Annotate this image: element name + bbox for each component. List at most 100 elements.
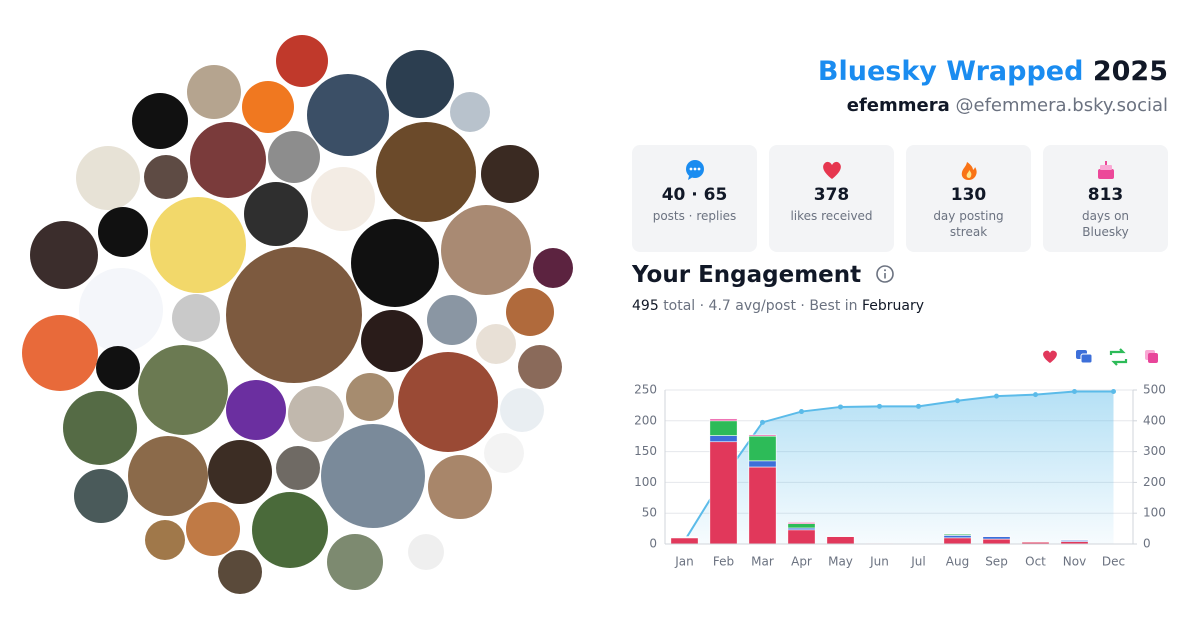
icon [961, 162, 977, 180]
stat-label: likes received [790, 209, 873, 223]
y2-tick-label: 200 [1143, 475, 1166, 489]
y-tick-label: 100 [634, 475, 657, 489]
best-month: February [862, 298, 925, 314]
x-tick-label: Jan [674, 555, 694, 569]
stat-value: 40 · 65 [661, 185, 728, 205]
bar-segment [709, 435, 738, 443]
avatar [361, 310, 423, 372]
y-tick-label: 50 [642, 506, 657, 520]
avatar [276, 446, 320, 490]
avatar [218, 550, 262, 594]
stat-label: days on Bluesky [1081, 209, 1130, 239]
y2-tick-label: 500 [1143, 383, 1166, 397]
avatar [132, 93, 188, 149]
icon [1097, 161, 1114, 179]
avatar [450, 92, 490, 132]
x-tick-label: Jun [869, 555, 889, 569]
legend [1043, 348, 1158, 366]
legend-reposts[interactable] [1109, 348, 1128, 366]
chart: 0 50 100 150 200 250 0 100 200 300 400 500 Jan Feb Mar… [634, 348, 1166, 569]
stat-value: 813 [1087, 185, 1124, 205]
y2-tick-label: 300 [1143, 444, 1166, 458]
line-point [916, 403, 921, 409]
line-point [877, 403, 882, 409]
y-tick-label: 150 [634, 444, 657, 458]
avatar [22, 315, 98, 391]
x-tick-label: May [828, 555, 853, 569]
avatar [276, 35, 328, 87]
bar-segment [982, 538, 1011, 545]
stat-card: 378 likes received [769, 145, 894, 252]
stat-value: 130 [950, 185, 987, 205]
x-tick-label: Sep [985, 555, 1008, 569]
handle: @efemmera.bsky.social [955, 95, 1169, 116]
avatar [76, 146, 140, 210]
line-point [1111, 389, 1116, 395]
avatar [484, 433, 524, 473]
info-icon[interactable] [875, 264, 895, 284]
legend-quotes[interactable] [1145, 350, 1158, 363]
details: total · 4.7 avg/post · Best in [663, 298, 858, 314]
legend-likes[interactable] [1043, 350, 1057, 363]
avatar [186, 502, 240, 556]
y2-tick-label: 0 [1143, 537, 1151, 551]
avatar [533, 248, 573, 288]
bar-segment [709, 420, 738, 436]
stat-card: 130 day posting streak [906, 145, 1031, 252]
title-text: Bluesky Wrapped [817, 56, 1084, 87]
y-tick-label: 250 [634, 383, 657, 397]
cumulative-area [684, 391, 1114, 544]
avatar [98, 207, 148, 257]
x-tick-label: Mar [751, 555, 774, 569]
bar-segment [982, 535, 1011, 537]
bar-segment [670, 536, 699, 538]
icon [685, 160, 704, 180]
y-tick-label: 0 [649, 537, 657, 551]
avatar [506, 288, 554, 336]
avatar [386, 50, 454, 118]
avatar [208, 440, 272, 504]
line-point [760, 419, 765, 425]
avatar [376, 122, 476, 222]
bar-segment [826, 535, 855, 537]
avatar [187, 65, 241, 119]
bar-segment [943, 533, 972, 535]
line-point [799, 409, 804, 415]
avatar [128, 436, 208, 516]
stat-label: posts · replies [652, 209, 737, 223]
avatar [96, 346, 140, 390]
x-tick-label: Feb [713, 555, 734, 569]
avatar [138, 345, 228, 435]
line-point [838, 404, 843, 410]
y-tick-label: 200 [634, 413, 657, 427]
avatar [441, 205, 531, 295]
icon [822, 161, 841, 179]
bar-segment [826, 536, 855, 545]
avatar [351, 219, 439, 307]
bar-segment [748, 435, 777, 462]
avatar [327, 534, 383, 590]
line-point [955, 398, 960, 404]
avatar [500, 388, 544, 432]
x-tick-label: Dec [1102, 555, 1125, 569]
bar-segment [787, 529, 816, 545]
bar-segment [748, 466, 777, 545]
avatar [408, 534, 444, 570]
avatar [74, 469, 128, 523]
legend-replies[interactable] [1076, 350, 1093, 364]
line-point [994, 393, 999, 399]
avatar [63, 391, 137, 465]
avatar [242, 81, 294, 133]
total: 495 [632, 298, 659, 314]
avatar [144, 155, 188, 199]
y2-tick-label: 400 [1143, 413, 1166, 427]
stat-card: 813 days on Bluesky [1043, 145, 1168, 252]
avatar [244, 182, 308, 246]
avatar [398, 352, 498, 452]
x-tick-label: Jul [910, 555, 925, 569]
avatar [476, 324, 516, 364]
x-tick-label: Aug [946, 555, 969, 569]
bar-segment [982, 536, 1011, 540]
bar-segment [748, 460, 777, 468]
